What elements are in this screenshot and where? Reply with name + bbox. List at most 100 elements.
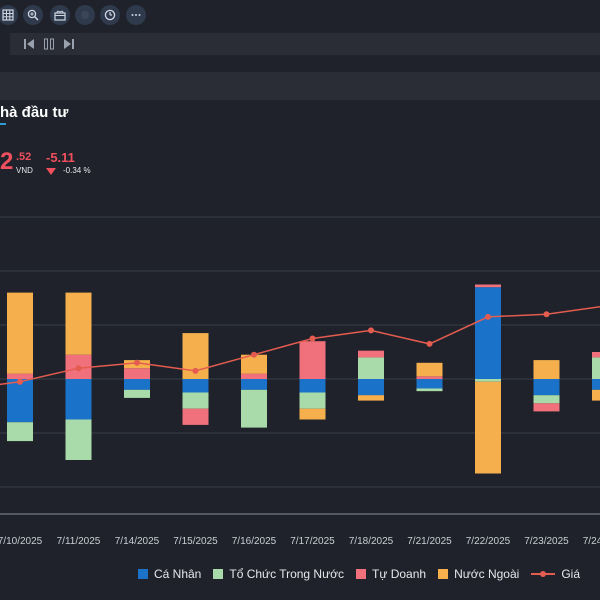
bar-segment xyxy=(124,389,150,398)
price-point xyxy=(485,313,491,320)
price-unit: VND xyxy=(16,166,33,175)
bar-segment xyxy=(182,408,209,425)
bar-segment xyxy=(533,403,560,412)
bar-segment xyxy=(475,379,501,382)
pause-icon[interactable] xyxy=(40,36,58,52)
price-point xyxy=(426,340,433,347)
legend-swatch xyxy=(356,569,366,579)
legend-tu-doanh[interactable]: Tự Doanh xyxy=(356,567,426,581)
bar-segment xyxy=(299,379,326,393)
x-tick-label: 7/17/2025 xyxy=(290,536,335,547)
price-point xyxy=(75,365,82,372)
bar-segment xyxy=(416,388,443,392)
bar-segment xyxy=(533,360,560,379)
bar-segment xyxy=(592,389,600,401)
legend-swatch xyxy=(137,569,148,579)
bar-segment xyxy=(7,379,33,423)
x-tick-label: 7/24/2025 xyxy=(583,536,600,547)
x-tick-label: 7/14/2025 xyxy=(115,536,160,547)
price-point xyxy=(192,367,199,374)
x-tick-label: 7/11/2025 xyxy=(57,536,101,547)
bar-segment xyxy=(358,379,384,396)
x-tick-label: 7/18/2025 xyxy=(349,536,394,547)
legend-gia[interactable]: Giá xyxy=(531,567,580,581)
bar-segment xyxy=(65,419,92,460)
bar-segment xyxy=(299,408,326,420)
bar-segment xyxy=(592,379,600,390)
bar-segment xyxy=(416,379,443,389)
bar-segment xyxy=(65,379,92,420)
investor-flow-chart: 7/10/2025 7/11/2025 7/14/2025 7/15/2025 7/16… xyxy=(0,216,600,547)
step-back-icon[interactable] xyxy=(20,36,38,52)
bar-segment xyxy=(7,373,33,379)
price-point xyxy=(134,359,140,366)
x-tick-label: 7/23/2025 xyxy=(524,536,569,547)
legend-line-swatch xyxy=(531,569,556,579)
record-icon[interactable] xyxy=(75,5,95,25)
table-icon[interactable] xyxy=(0,5,18,25)
price-point xyxy=(543,311,550,318)
bar-segment xyxy=(241,379,267,390)
bar-segment xyxy=(182,379,209,393)
zoom-icon[interactable] xyxy=(23,5,43,25)
toolbar xyxy=(0,0,600,30)
bar-segment xyxy=(182,392,209,409)
bar-segment xyxy=(475,284,501,288)
price-change-percent: -0.34 % xyxy=(63,166,91,175)
price-decimal: .52 xyxy=(16,151,32,163)
bar-segment xyxy=(65,292,92,355)
bar-segment xyxy=(7,292,33,374)
bar-segment xyxy=(299,341,326,379)
bar-segment xyxy=(533,395,560,404)
price-change: -5.11 xyxy=(46,150,75,165)
bar-segment xyxy=(592,352,600,358)
bar-segment xyxy=(124,379,150,390)
legend-swatch xyxy=(213,569,224,579)
bar-segment xyxy=(358,357,384,379)
more-icon[interactable] xyxy=(126,5,146,25)
legend-label: Giá xyxy=(561,567,581,581)
gift-icon[interactable] xyxy=(50,5,70,25)
bar-segment xyxy=(592,357,600,379)
x-tick-label: 7/22/2025 xyxy=(466,536,511,547)
bar-segment xyxy=(416,376,443,379)
x-tick-label: 7/21/2025 xyxy=(407,536,452,547)
bar-segment xyxy=(475,287,501,379)
legend-label: Tự Doanh xyxy=(372,567,427,581)
bar-segment xyxy=(533,379,560,396)
bar-segment xyxy=(241,354,267,374)
legend-swatch xyxy=(438,569,449,579)
bar-segment xyxy=(124,368,150,379)
playback-bar xyxy=(10,33,600,55)
x-tick-label: 7/16/2025 xyxy=(232,536,277,547)
price-point xyxy=(251,351,257,358)
legend-label: Cá Nhân xyxy=(153,567,202,581)
price-point xyxy=(368,327,374,334)
price-point xyxy=(309,335,316,342)
bar-segment xyxy=(358,350,384,358)
chart-legend: Cá Nhân Tổ Chức Trong Nước Tự Doanh Nước… xyxy=(0,566,600,582)
clock-icon[interactable] xyxy=(100,5,120,25)
step-forward-icon[interactable] xyxy=(60,36,78,52)
legend-label: Nước Ngoài xyxy=(454,567,520,581)
legend-label: Tổ Chức Trong Nước xyxy=(229,567,344,581)
x-tick-label: 7/15/2025 xyxy=(173,536,218,547)
header-band xyxy=(0,72,600,100)
chart-title: hà đầu tư xyxy=(0,104,69,121)
price-line xyxy=(0,306,600,386)
legend-ca-nhan[interactable]: Cá Nhân xyxy=(137,567,202,581)
bar-segment xyxy=(241,389,267,428)
price-integer: 2 xyxy=(0,148,14,175)
legend-to-chuc-trong-nuoc[interactable]: Tổ Chức Trong Nước xyxy=(213,567,344,581)
bar-segment xyxy=(416,362,443,377)
bar-segment xyxy=(475,381,501,474)
bar-segment xyxy=(358,395,384,401)
title-underline xyxy=(0,123,6,125)
bar-segment xyxy=(241,373,267,379)
down-arrow-icon xyxy=(46,168,56,175)
bar-segment xyxy=(7,422,33,442)
legend-nuoc-ngoai[interactable]: Nước Ngoài xyxy=(438,567,519,581)
x-tick-label: 7/10/2025 xyxy=(0,536,43,547)
price-point xyxy=(17,378,23,385)
bar-segment xyxy=(299,392,326,409)
